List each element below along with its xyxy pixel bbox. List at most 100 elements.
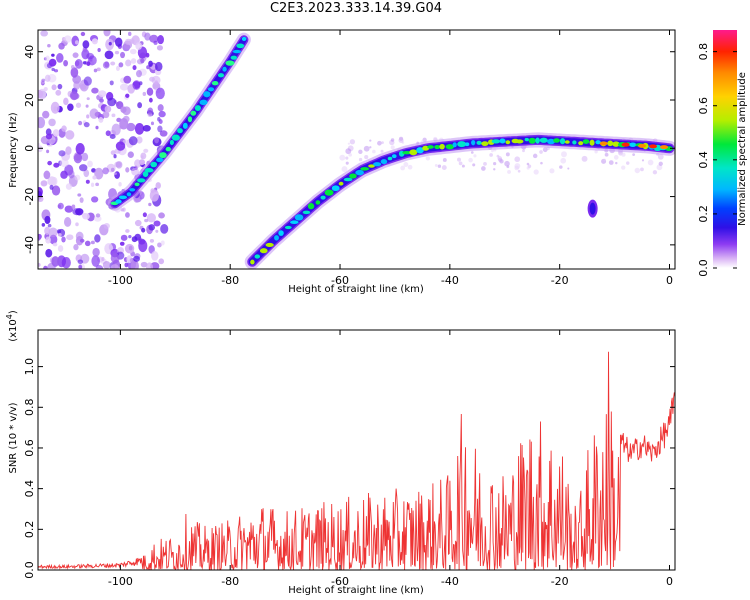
spectral-peak [564,140,570,144]
noise-point [114,37,123,47]
noise-point [140,152,147,160]
noise-point [380,149,384,153]
noise-point [522,149,525,153]
y-tick-label: 0.6 [23,439,36,457]
noise-point [497,156,503,161]
noise-point [369,139,372,142]
noise-point [345,148,352,155]
noise-point [125,229,130,233]
noise-point [51,176,58,186]
noise-point [72,75,82,84]
noise-point [540,161,543,165]
noise-point [38,89,44,99]
noise-point [559,165,563,169]
noise-point [130,58,137,64]
noise-point [608,160,614,165]
spectral-peak [464,142,470,147]
noise-point [75,222,79,227]
noise-point [539,150,543,154]
noise-point [125,59,132,67]
noise-point [57,245,64,252]
y-tick-label: 20 [23,93,36,107]
colorbar-ticks: 0.0 0.2 0.4 0.6 0.8 [697,43,737,277]
noise-point [146,65,150,70]
noise-point [481,166,486,171]
noise-point [74,59,83,69]
spectral-peak [621,142,630,147]
noise-point [45,248,53,258]
noise-point [345,156,349,160]
spectral-peak [134,182,140,187]
noise-point [49,234,58,245]
noise-point [74,174,81,181]
noise-point [73,153,83,164]
spectral-peak [559,138,566,145]
noise-point [603,158,606,162]
noise-point [626,161,630,165]
noise-point [65,146,72,155]
noise-point [158,212,165,219]
chart-title: C2E3.2023.333.14.39.G04 [269,1,443,16]
spectrogram-panel: -100 -80 -60 -40 -20 0 -40 -20 0 20 40 Height of … [8,29,676,295]
noise-point [493,162,497,166]
spectral-peak [236,43,245,49]
noise-point [489,153,493,157]
spectral-peak [578,141,584,146]
noise-point [47,223,52,228]
spectrogram-frame [37,29,676,270]
noise-point [641,159,645,162]
spectral-peak [150,161,158,168]
noise-point [132,80,141,91]
noise-point [102,111,110,119]
noise-point [341,166,348,173]
noise-point [64,205,74,213]
spectral-peak [241,36,247,42]
y-tick-label: 0.2 [23,521,36,539]
noise-point [91,196,99,203]
spectral-peak [547,138,556,145]
noise-point [526,162,530,166]
noise-point [57,83,63,90]
spectral-peak [331,185,340,192]
noise-point [148,60,153,67]
spectral-peak [320,195,326,200]
spectral-peak [402,151,412,155]
spectral-peak [349,173,357,179]
noise-point [632,153,636,156]
spectral-peak [284,225,292,230]
noise-point [115,65,120,71]
noise-point [93,215,102,222]
noise-point [51,185,61,196]
noise-point [57,255,67,268]
spectral-peak [171,134,180,141]
snr-series-line [38,351,675,570]
noise-point [92,175,97,180]
spectral-peak [265,242,274,247]
noise-point [83,76,92,86]
noise-point [60,158,69,168]
noise-point [63,35,72,43]
noise-point [43,170,51,180]
noise-point [107,97,117,107]
noise-point [58,42,65,50]
noise-point [94,167,104,180]
noise-point [407,164,413,170]
noise-point [95,265,104,269]
noise-point [514,165,520,171]
noise-point [118,62,124,68]
spectral-peak [499,138,506,144]
noise-point [75,143,85,155]
noise-point [658,161,663,166]
x-tick-label: -20 [551,274,569,287]
noise-point [113,154,117,159]
noise-point [102,61,110,69]
noise-point [38,196,44,202]
spectral-peak [355,169,364,176]
noise-point [113,172,117,175]
noise-point [110,264,120,269]
noise-point [98,117,104,123]
noise-point [400,165,406,171]
noise-point [143,148,149,153]
noise-point [125,93,130,98]
